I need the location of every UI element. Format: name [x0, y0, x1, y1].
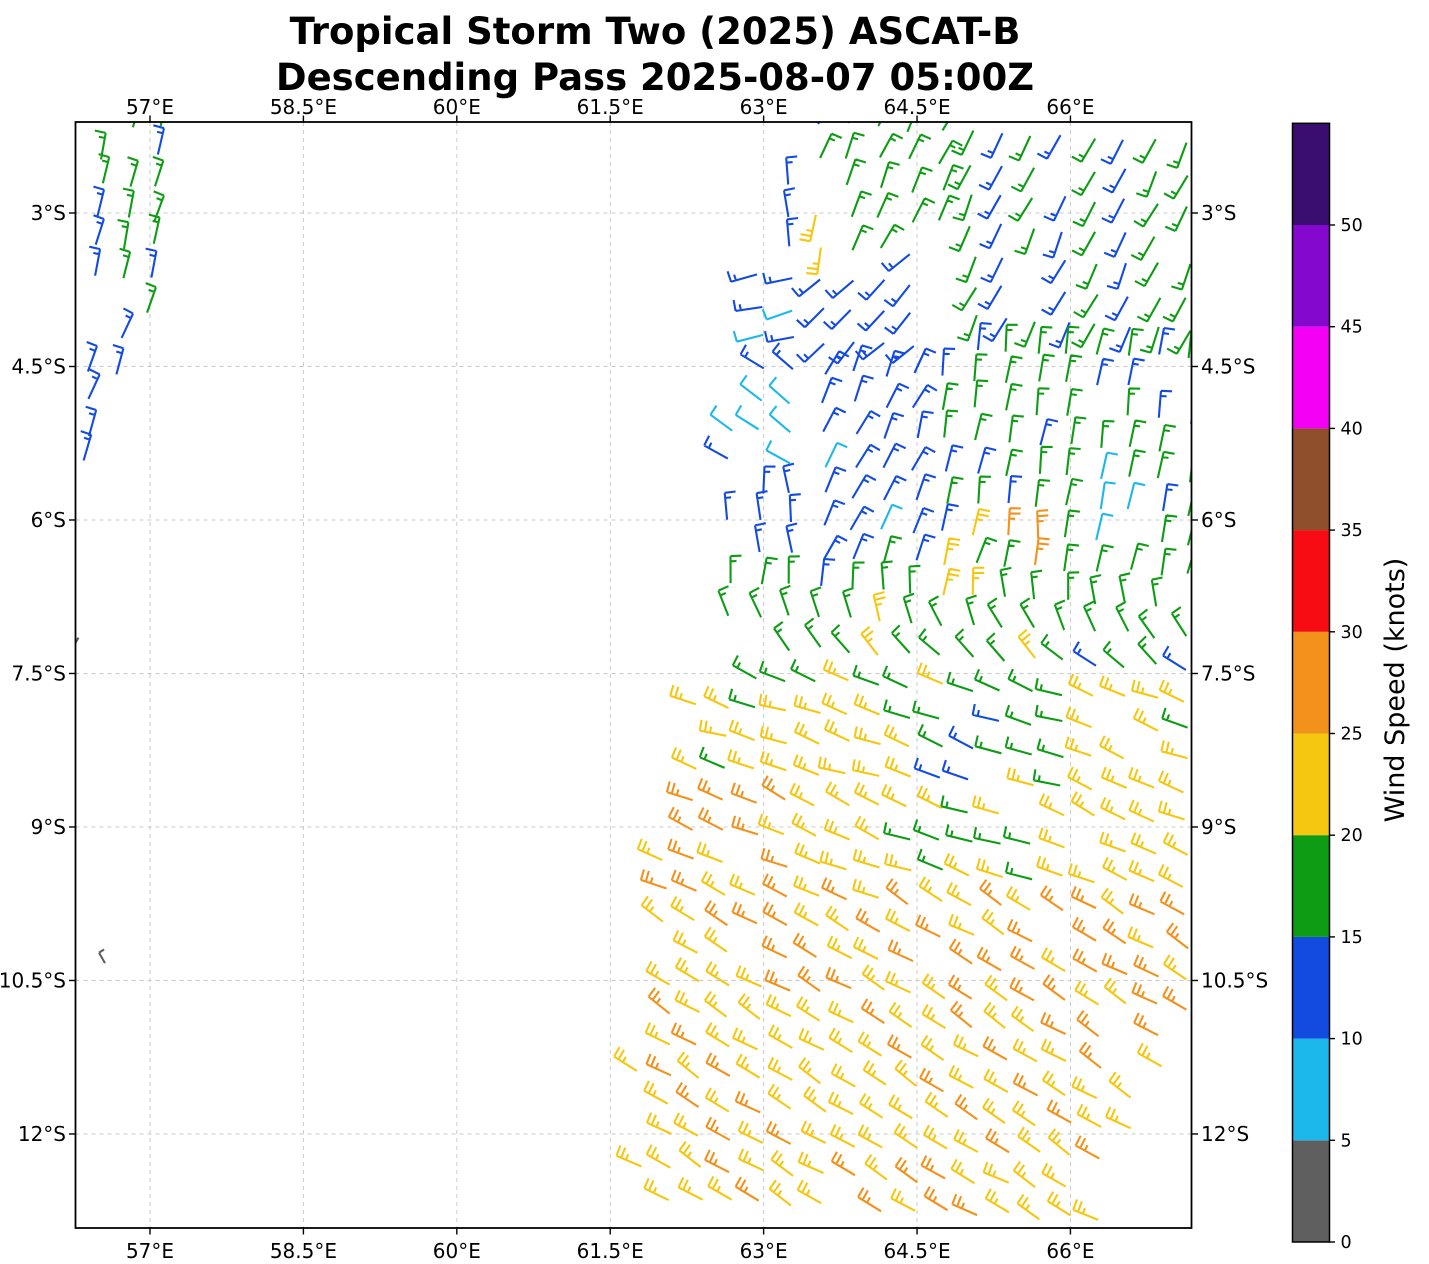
- y-tick-label-left: 3°S: [31, 201, 66, 225]
- chart-title-line-1: Tropical Storm Two (2025) ASCAT-B: [290, 10, 1021, 53]
- colorbar-bin-50-55: [1292, 123, 1330, 225]
- y-tick-label-right: 12°S: [1201, 1122, 1249, 1146]
- colorbar-tick-label: 35: [1341, 521, 1363, 541]
- colorbar-bin-0-5: [1292, 1140, 1330, 1242]
- y-tick-label-left: 6°S: [31, 508, 66, 532]
- x-tick-label-bottom: 58.5°E: [270, 1239, 337, 1263]
- colorbar-tick-label: 10: [1341, 1030, 1363, 1050]
- wind-barbs-0-5kt: [75, 637, 106, 964]
- y-tick-label-left: 7.5°S: [11, 661, 66, 685]
- y-tick-label-right: 3°S: [1201, 201, 1236, 225]
- colorbar-bin-20-25: [1292, 733, 1330, 836]
- colorbar-tick-label: 40: [1341, 419, 1363, 439]
- colorbar-tick-label: 15: [1341, 928, 1363, 948]
- wind-barbs-10-15kt: [80, 122, 1192, 781]
- x-tick-label-top: 60°E: [433, 95, 481, 119]
- y-tick-label-right: 10.5°S: [1201, 968, 1268, 992]
- x-tick-label-top: 57°E: [126, 95, 174, 119]
- y-tick-label-right: 7.5°S: [1201, 661, 1256, 685]
- axis-layer: 57°E 57°E 58.5°E 58.5°E 60°E 60°E 61.5°E 61.5°E…: [0, 95, 1268, 1263]
- colorbar-tick-label: 30: [1341, 623, 1363, 643]
- y-tick-label-left: 10.5°S: [0, 968, 66, 992]
- y-tick-label-left: 4.5°S: [11, 354, 66, 378]
- y-tick-label-left: 9°S: [31, 815, 66, 839]
- colorbar-bin-35-40: [1292, 428, 1330, 531]
- x-tick-label-bottom: 60°E: [433, 1239, 481, 1263]
- colorbar-bin-40-45: [1292, 326, 1330, 429]
- colorbar-bin-30-35: [1292, 530, 1330, 632]
- x-tick-label-top: 63°E: [740, 95, 788, 119]
- x-tick-label-top: 61.5°E: [577, 95, 644, 119]
- colorbar-bin-45-50: [1292, 225, 1330, 327]
- colorbar-bin-10-15: [1292, 936, 1330, 1039]
- grid-layer: [75, 122, 1192, 1228]
- wind-barbs-20-25kt: [613, 214, 1189, 1221]
- chart-title-line-2: Descending Pass 2025-08-07 05:00Z: [276, 56, 1034, 99]
- x-tick-label-top: 64.5°E: [883, 95, 950, 119]
- y-tick-label-left: 12°S: [18, 1122, 66, 1146]
- colorbar-tick-label: 45: [1341, 318, 1363, 338]
- y-tick-label-right: 9°S: [1201, 815, 1236, 839]
- x-tick-label-top: 66°E: [1046, 95, 1094, 119]
- wind-barb-layer: [75, 122, 1192, 1221]
- wind-barbs-25-30kt: [639, 507, 1189, 1217]
- wind-barbs-5-10kt: [709, 308, 1146, 541]
- x-tick-label-bottom: 61.5°E: [577, 1239, 644, 1263]
- colorbar-bin-25-30: [1292, 631, 1330, 734]
- colorbar-tick-label: 25: [1341, 725, 1363, 745]
- x-tick-label-bottom: 63°E: [740, 1239, 788, 1263]
- colorbar-tick-label: 5: [1341, 1131, 1352, 1151]
- wind-barbs-15-20kt: [75, 122, 1192, 881]
- plot-border: [74, 121, 1193, 1229]
- y-tick-label-right: 6°S: [1201, 508, 1236, 532]
- colorbar-bin-5-10: [1292, 1038, 1330, 1141]
- y-tick-label-right: 4.5°S: [1201, 354, 1256, 378]
- x-tick-label-top: 58.5°E: [270, 95, 337, 119]
- colorbar-tick-label: 20: [1341, 826, 1363, 846]
- colorbar: 0 5 10 15 20 25 30 35 40 45 50: [1291, 122, 1363, 1253]
- colorbar-tick-label: 0: [1341, 1233, 1352, 1253]
- x-tick-label-bottom: 66°E: [1046, 1239, 1094, 1263]
- colorbar-axis-label: Wind Speed (knots): [1380, 558, 1411, 823]
- colorbar-bin-15-20: [1292, 835, 1330, 937]
- x-tick-label-bottom: 57°E: [126, 1239, 174, 1263]
- x-tick-label-bottom: 64.5°E: [883, 1239, 950, 1263]
- colorbar-tick-label: 50: [1341, 216, 1363, 236]
